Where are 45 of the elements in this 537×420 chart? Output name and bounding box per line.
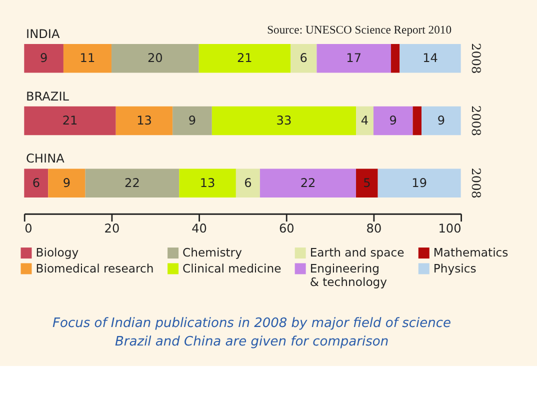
- legend-label: Mathematics: [433, 246, 508, 260]
- y-tick-label: INDIA: [26, 26, 60, 41]
- data-label: 9: [437, 113, 446, 128]
- data-label: 20: [147, 51, 163, 66]
- text: Brazil and China are given for comparison: [115, 334, 389, 350]
- x-tick-label: 100: [438, 222, 462, 236]
- data-label: 6: [300, 51, 308, 66]
- data-label: 21: [236, 51, 252, 66]
- data-label: 22: [124, 176, 140, 190]
- y-tick-label: BRAZIL: [26, 89, 70, 104]
- data-label: 5: [363, 176, 371, 190]
- legend-label: Chemistry: [182, 246, 242, 260]
- data-label: 4: [360, 113, 369, 128]
- data-label: 14: [422, 51, 438, 66]
- text: Focus of Indian publications in 2008 by major field of science: [52, 316, 452, 332]
- data-label: 6: [32, 176, 40, 190]
- text: 2008: [468, 105, 483, 136]
- x-tick-label: 40: [192, 222, 207, 236]
- annotation: Source: UNESCO Science Report 2010: [267, 23, 452, 36]
- data-label: 9: [389, 113, 397, 128]
- legend-label: Earth and space: [310, 246, 404, 260]
- data-label: 21: [62, 113, 78, 128]
- data-label: 22: [300, 176, 316, 190]
- data-label: 6: [244, 176, 252, 190]
- x-tick-label: 0: [24, 222, 32, 236]
- data-label: 11: [80, 51, 96, 66]
- data-label: 17: [346, 51, 362, 66]
- legend-label: Engineering & technology: [310, 261, 388, 289]
- y-tick-label: CHINA: [26, 152, 66, 166]
- x-tick-label: 60: [278, 222, 294, 236]
- data-label: 33: [276, 113, 292, 128]
- text: 2008: [468, 168, 483, 198]
- x-tick-label: 20: [104, 222, 120, 236]
- x-tick-label: 80: [366, 222, 382, 236]
- data-label: 9: [62, 176, 71, 190]
- legend-label: Biology: [36, 246, 79, 260]
- data-label: 9: [188, 113, 196, 128]
- legend-label: Physics: [433, 261, 476, 276]
- data-label: 13: [136, 113, 152, 128]
- data-label: 9: [40, 51, 48, 66]
- legend-label: Clinical medicine: [182, 261, 282, 276]
- legend-label: Biomedical research: [36, 261, 154, 276]
- data-label: 19: [412, 176, 428, 190]
- data-label: 13: [200, 176, 216, 190]
- text: 2008: [468, 43, 483, 74]
